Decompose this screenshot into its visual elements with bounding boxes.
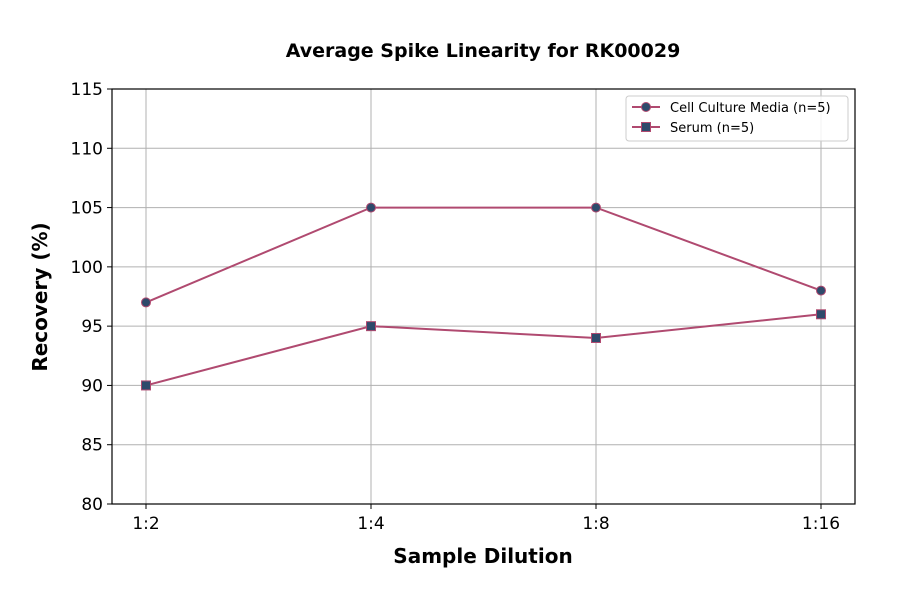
x-tick-label: 1:4 (357, 514, 384, 534)
y-tick-label: 95 (81, 317, 103, 337)
data-point (591, 333, 601, 343)
y-tick-label: 100 (71, 258, 103, 278)
plot-frame (111, 88, 856, 505)
data-point (141, 380, 151, 391)
data-point (366, 321, 376, 332)
legend-marker (641, 122, 651, 132)
data-point (141, 297, 151, 308)
y-tick-label: 105 (71, 199, 103, 219)
y-tick-label: 85 (81, 436, 103, 456)
series-line (145, 313, 822, 387)
data-point (591, 202, 601, 213)
series-group (141, 202, 826, 391)
ticks: 80 85 90 95 100 105 110 115 1:2 1:4 1:8 1:16 (71, 80, 841, 534)
chart-title: Average Spike Linearity for RK00029 (286, 40, 681, 62)
data-point (366, 202, 376, 213)
legend: Cell Culture Media (n=5) Serum (n=5) (625, 95, 849, 142)
legend-label: Cell Culture Media (n=5) (670, 101, 831, 116)
y-tick-label: 110 (71, 139, 103, 159)
data-point (816, 309, 826, 320)
y-tick-label: 90 (81, 376, 103, 396)
x-tick-label: 1:16 (802, 514, 840, 534)
legend-label: Serum (n=5) (670, 121, 754, 136)
data-point (816, 285, 826, 296)
legend-marker (641, 102, 651, 112)
grid (112, 88, 855, 505)
y-tick-label: 80 (81, 495, 103, 515)
y-axis-label: Recovery (%) (28, 222, 52, 371)
series-line (145, 206, 822, 304)
x-tick-label: 1:2 (132, 514, 159, 534)
x-tick-label: 1:8 (582, 514, 609, 534)
x-axis-label: Sample Dilution (393, 544, 572, 568)
y-tick-label: 115 (71, 80, 103, 100)
